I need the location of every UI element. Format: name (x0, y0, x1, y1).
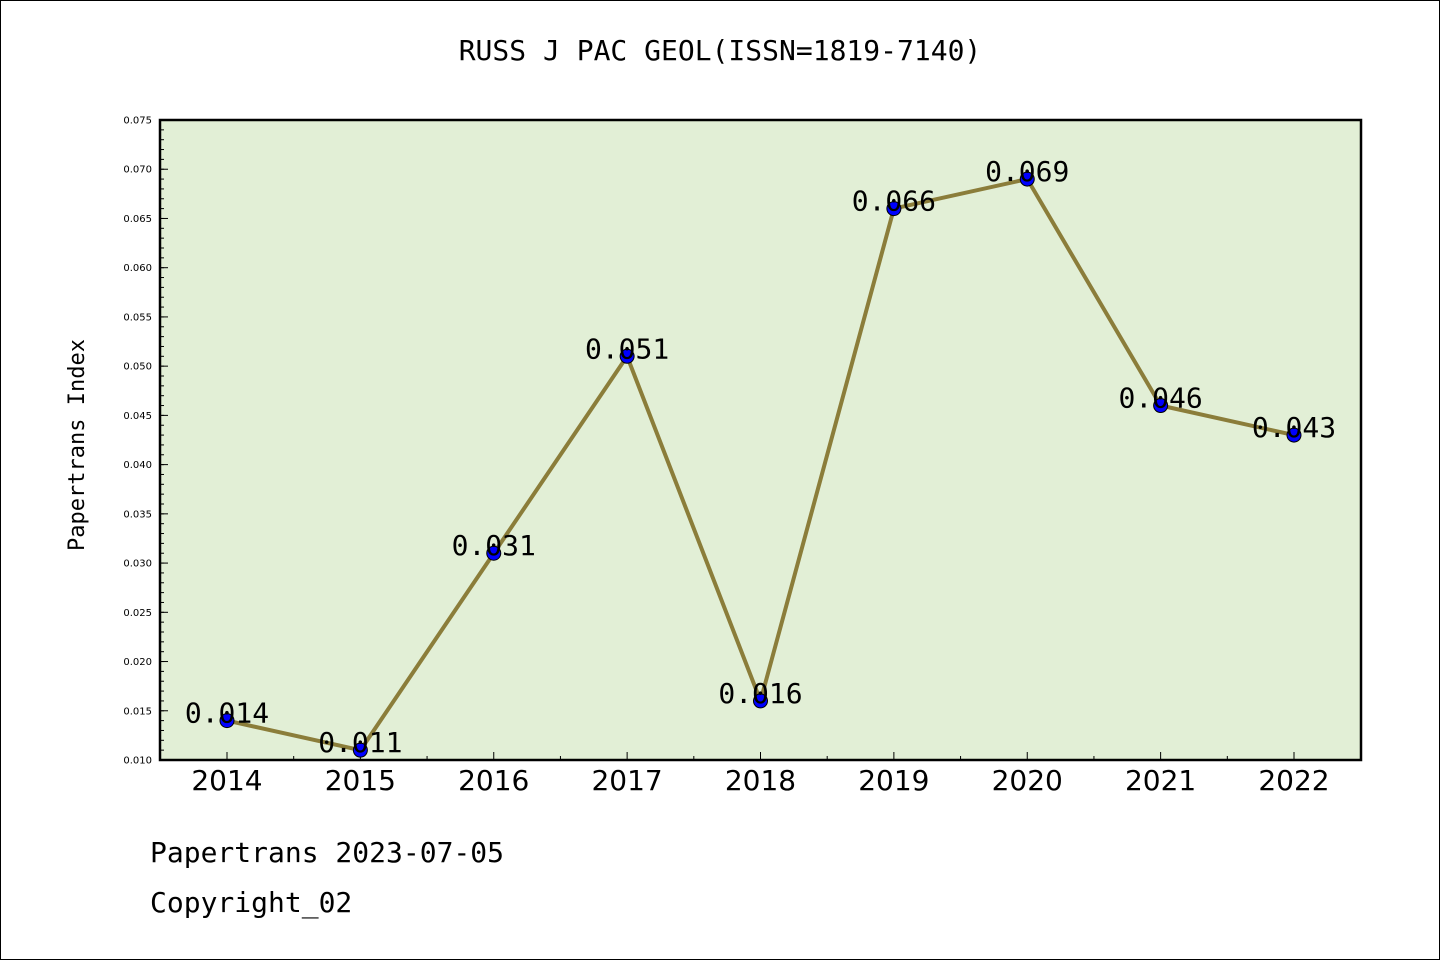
data-label: 0.069 (985, 155, 1069, 188)
x-tick-label: 2016 (458, 764, 529, 797)
x-tick-label: 2014 (191, 764, 262, 797)
x-tick-label: 2018 (725, 764, 796, 797)
x-tick-label: 2021 (1125, 764, 1196, 797)
chart-title: RUSS J PAC GEOL(ISSN=1819-7140) (458, 34, 982, 67)
data-point (1286, 427, 1302, 443)
x-tick-label: 2019 (858, 764, 929, 797)
x-tick-label: 2020 (992, 764, 1063, 797)
data-label: 0.046 (1118, 382, 1202, 415)
plot-area (160, 120, 1361, 760)
y-tick-label: 0.045 (123, 411, 152, 422)
y-tick-label: 0.010 (123, 756, 152, 767)
data-point (486, 545, 502, 561)
y-tick-label: 0.015 (123, 706, 152, 717)
plot-border (158, 118, 1363, 762)
y-tick-label: 0.020 (123, 657, 152, 668)
y-tick-label: 0.050 (123, 362, 152, 373)
data-point (619, 348, 635, 364)
data-labels: 0.014 0.011 0.031 0.051 0.016 0.066 0.069 0.046… (185, 155, 1336, 759)
y-tick-label: 0.030 (123, 559, 152, 570)
y-axis-label: Papertrans Index (65, 339, 90, 551)
x-tick-label: 2017 (591, 764, 662, 797)
data-label: 0.011 (318, 726, 402, 759)
y-tick-label: 0.025 (123, 608, 152, 619)
y-tick-label: 0.055 (123, 312, 152, 323)
y-tick-label: 0.035 (123, 509, 152, 520)
data-points (219, 171, 1302, 758)
y-tick-label: 0.060 (123, 263, 152, 274)
y-tick-label: 0.040 (123, 460, 152, 471)
footer-date: Papertrans 2023-07-05 (150, 836, 505, 869)
data-label: 0.043 (1252, 411, 1336, 444)
data-label: 0.014 (185, 697, 269, 730)
data-point (1019, 171, 1035, 187)
data-point (753, 693, 768, 709)
y-tick-label: 0.070 (123, 165, 152, 176)
data-label: 0.016 (718, 677, 802, 710)
data-point (1153, 398, 1169, 414)
data-point (886, 201, 902, 217)
data-point (219, 713, 235, 729)
data-label: 0.031 (452, 529, 536, 562)
data-label: 0.051 (585, 332, 669, 365)
y-axis-ticks: 0.010 0.015 0.020 0.025 0.030 0.035 0.040 0.045… (123, 116, 168, 767)
x-axis-ticks: 2014 2015 2016 2017 2018 2019 2020 2021 2022 (191, 752, 1330, 797)
x-tick-label: 2022 (1258, 764, 1329, 797)
footer-copyright: Copyright_02 (150, 886, 353, 919)
data-point (352, 742, 368, 758)
y-tick-label: 0.065 (123, 214, 152, 225)
x-tick-label: 2015 (325, 764, 396, 797)
y-tick-label: 0.075 (123, 116, 152, 127)
data-label: 0.066 (852, 185, 936, 218)
